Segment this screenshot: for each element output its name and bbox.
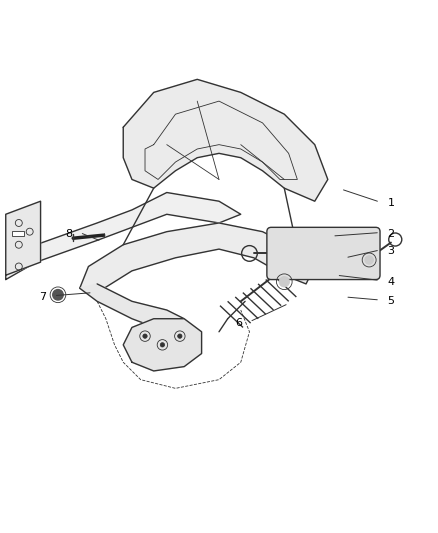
Text: 2: 2 [387,229,395,239]
Polygon shape [123,79,328,201]
Polygon shape [80,284,184,332]
Polygon shape [80,223,315,293]
Text: 5: 5 [388,296,394,306]
Text: 1: 1 [388,198,394,208]
Circle shape [143,334,147,338]
Polygon shape [6,201,41,275]
Bar [12,231,25,236]
Text: 4: 4 [387,277,395,287]
FancyBboxPatch shape [267,228,380,279]
Circle shape [53,289,63,300]
Text: 8: 8 [65,229,72,239]
Circle shape [365,256,374,264]
Circle shape [160,343,165,347]
Text: 7: 7 [39,292,46,302]
Circle shape [178,334,182,338]
Polygon shape [6,192,241,279]
Text: 3: 3 [388,246,394,256]
Circle shape [279,277,290,287]
Polygon shape [123,319,201,371]
Text: 6: 6 [235,318,242,328]
